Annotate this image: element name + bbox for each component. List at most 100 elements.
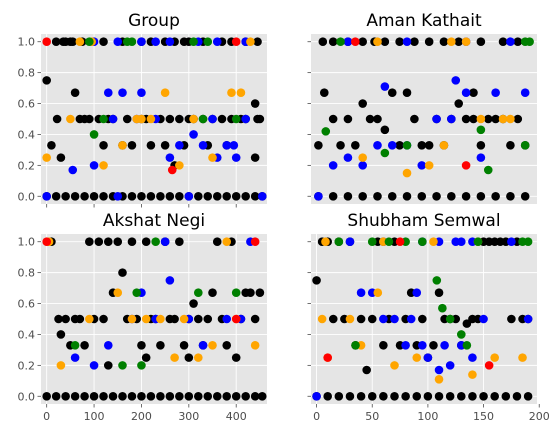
data-point-blue [314,191,323,201]
data-point-blue [451,76,461,85]
data-point-black [42,391,51,401]
subplot-shubham-semwal: Shubham Semwal 0 50 100 150 200 [307,211,550,423]
data-point-blue [231,153,241,162]
x-tick-label: 150 [473,410,494,423]
data-point-green [523,237,533,247]
data-point-blue [113,191,123,201]
data-point-blue [479,314,488,324]
data-point-blue [257,191,267,201]
data-point-blue [379,314,388,324]
data-point-black [356,314,366,324]
data-point-black [212,191,222,201]
data-point-blue [208,114,217,124]
data-point-black [118,268,127,277]
data-point-red [395,237,405,247]
data-point-orange [518,353,527,362]
data-point-blue [468,353,477,362]
subplot-title: Group [128,11,180,31]
data-point-green [438,303,447,313]
data-point-blue [241,114,250,124]
data-point-black [479,391,488,401]
x-tick-label: 50 [365,410,379,423]
data-point-black [165,114,175,124]
data-point-black [203,314,213,324]
data-point-black [175,114,184,124]
data-point-orange [113,288,123,298]
data-point-green [231,288,241,298]
data-point-blue [506,37,515,47]
data-point-black [253,37,262,47]
data-point-black [250,391,260,401]
data-point-black [127,191,137,201]
data-point-black [118,391,127,401]
data-point-black [99,37,108,47]
subplot-aman-kathait: Aman Kathait [307,11,537,204]
data-point-black [222,191,232,201]
data-point-blue [401,340,410,350]
data-point-black [423,391,433,401]
x-tick-label: 0 [43,410,50,423]
data-point-green [127,37,137,47]
y-tick-label: 0.4 [18,128,36,141]
data-point-black [469,88,478,98]
x-tick-label: 400 [226,410,247,423]
data-point-black [456,391,466,401]
data-point-black [490,391,499,401]
data-point-black [141,237,151,247]
data-point-orange [227,88,236,98]
data-point-blue [417,161,427,170]
x-tick-label: 0 [313,410,320,423]
data-point-blue [387,140,397,150]
data-point-black [51,191,61,201]
data-point-green [70,340,80,350]
data-point-blue [447,114,456,124]
data-point-black [80,391,89,401]
data-point-black [175,191,184,201]
data-point-blue [212,37,222,47]
data-point-black [365,114,375,124]
data-point-black [434,288,444,298]
data-point-blue [165,37,175,47]
data-point-blue [491,88,500,98]
data-point-black [70,88,80,98]
data-point-blue [412,288,422,298]
data-point-blue [89,161,99,170]
data-point-black [61,391,70,401]
data-point-black [379,340,388,350]
data-point-blue [198,140,208,150]
data-point-black [390,391,399,401]
data-point-blue [380,82,390,91]
data-point-black [127,140,137,150]
data-point-green [445,314,455,324]
data-point-green [520,140,530,150]
data-point-black [476,140,486,150]
data-point-black [432,191,441,201]
data-point-black [468,391,477,401]
data-point-blue [343,37,353,47]
data-point-black [160,140,170,150]
data-point-black [512,391,522,401]
data-point-black [447,191,456,201]
data-point-green [132,288,142,298]
data-point-black [189,299,198,308]
data-point-black [328,37,338,47]
data-point-black [401,391,410,401]
data-point-green [203,37,213,47]
data-point-black [193,191,203,201]
data-point-black [358,37,367,47]
data-point-black [58,37,68,47]
data-point-black [70,191,80,201]
data-point-black [491,191,500,201]
data-point-green [189,37,198,47]
data-point-blue [328,161,338,170]
data-point-black [122,114,132,124]
data-point-orange [56,361,66,370]
data-point-green [85,37,94,47]
data-point-blue [520,88,530,98]
data-point-black [137,391,146,401]
data-point-black [312,276,321,285]
data-point-orange [317,314,327,324]
data-point-orange [461,37,471,47]
data-point-red [42,37,51,47]
data-point-blue [358,161,367,170]
